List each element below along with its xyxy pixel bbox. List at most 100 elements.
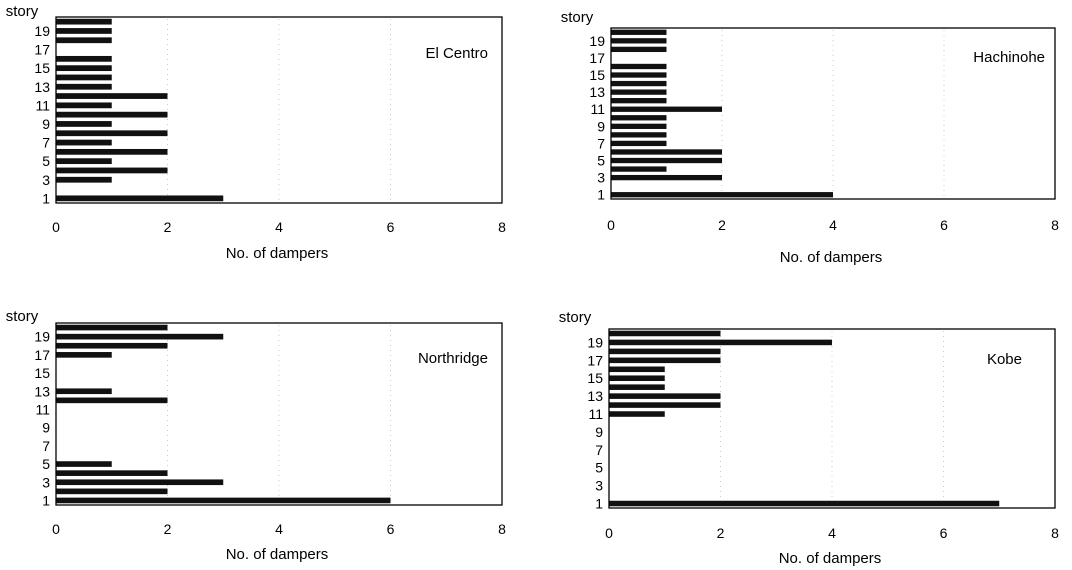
bar-story-16	[56, 55, 112, 62]
bar-story-1	[56, 195, 224, 202]
x-tick-label: 2	[164, 521, 172, 537]
x-tick-label: 4	[275, 219, 283, 235]
y-tick-label: 5	[42, 153, 50, 169]
bar-story-7	[56, 139, 112, 146]
x-tick-label: 4	[828, 525, 836, 541]
bar-story-12	[609, 402, 721, 408]
bar-story-3	[56, 176, 112, 183]
bar-story-19	[611, 38, 667, 44]
x-tick-label: 2	[717, 525, 725, 541]
y-tick-label: 5	[595, 460, 603, 476]
panel-title: El Centro	[425, 45, 488, 62]
bar-story-2	[56, 488, 168, 495]
plot-frame	[608, 328, 1056, 509]
y-tick-label: 3	[597, 170, 605, 186]
panel-title: Hachinohe	[973, 49, 1045, 66]
bar-story-18	[56, 342, 168, 349]
bar-story-13	[56, 388, 112, 395]
bar-story-5	[56, 461, 112, 467]
x-tick-label: 8	[498, 219, 506, 235]
x-axis-label: No. of dampers	[226, 245, 329, 262]
x-tick-label: 4	[275, 521, 283, 537]
y-tick-label: 5	[597, 153, 605, 169]
y-tick-label: 9	[595, 424, 603, 440]
bar-story-1	[56, 497, 391, 504]
bar-story-11	[611, 106, 722, 112]
bar-story-7	[611, 140, 667, 147]
bar-story-5	[611, 157, 722, 164]
y-tick-label: 19	[34, 329, 50, 345]
bar-story-1	[611, 192, 833, 198]
y-tick-label: 7	[42, 135, 50, 151]
x-tick-label: 0	[605, 525, 613, 541]
bar-story-19	[56, 333, 224, 340]
bar-story-3	[56, 479, 224, 486]
y-tick-label: 17	[34, 347, 50, 363]
y-tick-label: 9	[42, 116, 50, 132]
bar-story-3	[611, 174, 722, 181]
x-tick-label: 8	[1051, 525, 1059, 541]
y-tick-label: 3	[42, 172, 50, 188]
bar-story-15	[609, 375, 665, 381]
bar-story-6	[56, 148, 168, 155]
y-tick-label: 1	[595, 496, 603, 512]
plot-frame	[610, 27, 1056, 200]
bar-story-20	[56, 324, 168, 331]
y-tick-label: 19	[589, 33, 605, 49]
bar-story-17	[609, 357, 721, 364]
bar-story-9	[56, 121, 112, 127]
bar-story-8	[56, 130, 168, 137]
y-tick-label: 13	[34, 383, 50, 399]
y-tick-label: 9	[597, 118, 605, 134]
y-tick-label: 9	[42, 420, 50, 436]
bar-story-20	[56, 18, 112, 25]
x-axis-label: No. of dampers	[226, 546, 329, 563]
panel-title: Northridge	[418, 350, 488, 367]
bar-story-9	[611, 123, 667, 129]
y-tick-label: 1	[42, 190, 50, 206]
bar-story-17	[56, 352, 112, 358]
y-tick-label: 3	[42, 474, 50, 490]
bar-story-14	[611, 80, 667, 87]
y-tick-label: 7	[42, 438, 50, 454]
bar-story-18	[56, 37, 112, 44]
bar-story-6	[611, 149, 722, 155]
bar-story-5	[56, 158, 112, 165]
x-axis-label: No. of dampers	[779, 550, 882, 567]
y-tick-label: 15	[587, 370, 603, 386]
bar-story-19	[56, 28, 112, 34]
y-tick-label: 1	[597, 187, 605, 203]
y-tick-label: 15	[589, 67, 605, 83]
bar-story-4	[56, 470, 168, 476]
y-tick-label: 17	[587, 352, 603, 368]
plot-frame	[55, 16, 503, 204]
bar-story-4	[611, 166, 667, 172]
bar-story-13	[609, 393, 721, 399]
bar-story-18	[611, 46, 667, 53]
panel-title: Kobe	[987, 351, 1022, 368]
plot-frame	[55, 322, 503, 506]
x-tick-label: 0	[607, 217, 615, 233]
x-tick-label: 6	[387, 521, 395, 537]
bar-story-11	[56, 102, 112, 109]
y-tick-label: 15	[34, 365, 50, 381]
bar-story-14	[56, 74, 112, 81]
y-tick-label: 7	[597, 135, 605, 151]
bar-story-14	[609, 384, 665, 390]
bar-story-8	[611, 132, 667, 138]
x-tick-label: 6	[940, 525, 948, 541]
y-axis-label: story	[559, 309, 592, 326]
x-tick-label: 6	[940, 217, 948, 233]
bar-story-18	[609, 348, 721, 355]
y-tick-label: 11	[590, 101, 605, 117]
y-tick-label: 13	[587, 388, 603, 404]
y-tick-label: 19	[587, 334, 603, 350]
y-tick-label: 17	[34, 42, 50, 58]
y-axis-label: story	[6, 308, 39, 325]
y-tick-label: 19	[34, 23, 50, 39]
bar-story-16	[609, 366, 665, 373]
y-tick-label: 17	[589, 50, 605, 66]
